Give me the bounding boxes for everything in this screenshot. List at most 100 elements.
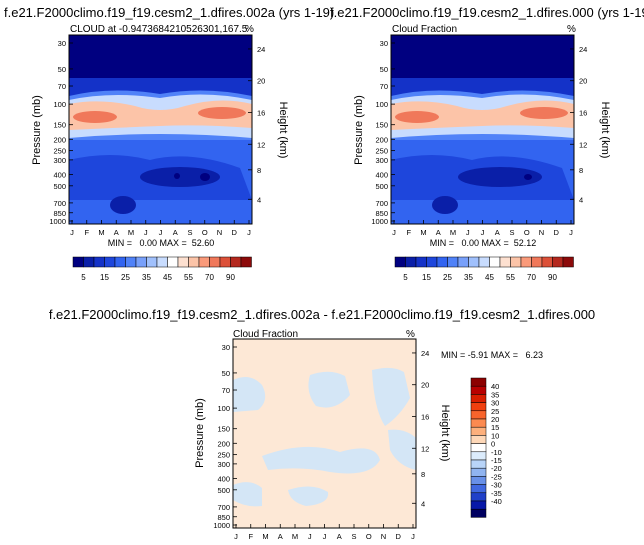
month-tick-label: A: [495, 228, 500, 237]
pressure-tick-label: 250: [53, 147, 66, 156]
month-tick-label: M: [128, 228, 134, 237]
pressure-tick-label: 30: [380, 39, 388, 48]
colorbar-label: 15: [491, 423, 499, 432]
pressure-tick-label: 70: [380, 82, 388, 91]
panel-1-title: f.e21.F2000climo.f19_f19.cesm2_1.dfires.…: [4, 5, 334, 20]
panel-2-title: f.e21.F2000climo.f19_f19.cesm2_1.dfires.…: [330, 5, 644, 20]
height-tick-label: 20: [579, 77, 587, 86]
colorbar-swatch: [489, 256, 501, 268]
colorbar-swatch: [499, 256, 511, 268]
panel-2-height-axis: 24 20 16 12 8 4: [570, 45, 587, 204]
colorbar-swatch: [510, 256, 522, 268]
colorbar-swatch: [415, 256, 427, 268]
pressure-tick-label: 300: [53, 156, 66, 165]
colorbar-label: -40: [491, 497, 502, 506]
pressure-tick-label: 50: [58, 65, 66, 74]
colorbar-label: 55: [506, 273, 515, 282]
month-tick-label: M: [98, 228, 104, 237]
pressure-tick-label: 850: [217, 513, 230, 522]
colorbar-label: -15: [491, 456, 502, 465]
panel-1-max-left: [73, 111, 117, 123]
panel-1-field: [69, 35, 252, 224]
pressure-tick-label: 1000: [213, 521, 230, 530]
panel-3-patch-upper-right: [372, 367, 410, 426]
month-tick-label: J: [466, 228, 470, 237]
month-tick-label: F: [248, 532, 253, 541]
colorbar-swatch: [541, 256, 553, 268]
colorbar-swatch: [470, 459, 487, 469]
colorbar-swatch: [470, 394, 487, 403]
colorbar-swatch: [219, 256, 231, 268]
colorbar-label: -30: [491, 481, 502, 490]
height-tick-label: 24: [257, 45, 265, 54]
panel-1-contour-c: [69, 100, 252, 130]
pressure-tick-label: 70: [222, 386, 230, 395]
colorbar-label: 25: [491, 407, 499, 416]
month-tick-label: S: [351, 532, 356, 541]
month-tick-label: A: [114, 228, 119, 237]
height-tick-label: 24: [579, 45, 587, 54]
height-tick-label: 8: [579, 166, 583, 175]
panel-3-patch-right-edge: [388, 429, 416, 470]
colorbar-swatch: [470, 508, 487, 518]
month-tick-label: J: [144, 228, 148, 237]
colorbar-label: -10: [491, 448, 502, 457]
colorbar-label: 55: [184, 273, 193, 282]
pressure-tick-label: 250: [375, 147, 388, 156]
month-tick-label: O: [202, 228, 208, 237]
colorbar-label: 30: [491, 399, 499, 408]
pressure-tick-label: 700: [53, 199, 66, 208]
panel-3-patch-bottom-left: [233, 482, 262, 507]
panel-2-subtitle-left: Cloud Fraction: [392, 24, 457, 35]
month-tick-label: F: [406, 228, 411, 237]
colorbar-swatch: [470, 451, 487, 461]
month-tick-label: F: [84, 228, 89, 237]
colorbar-label: 70: [527, 273, 536, 282]
month-tick-label: A: [436, 228, 441, 237]
height-tick-label: 16: [257, 108, 265, 117]
colorbar-swatch: [552, 256, 564, 268]
pressure-tick-label: 400: [375, 170, 388, 179]
panel-1-ylabel: Pressure (mb): [31, 95, 43, 165]
colorbar-swatch: [470, 385, 487, 395]
panel-3-subtitle-left: Cloud Fraction: [233, 329, 298, 340]
panel-1-ylabel-right: Height (km): [277, 102, 289, 159]
pressure-tick-label: 100: [217, 404, 230, 413]
colorbar-label: 25: [121, 273, 130, 282]
colorbar-swatch: [167, 256, 179, 268]
panel-2-colorbar: 5 15 25 35 45 55 70 90: [394, 256, 574, 282]
colorbar-swatch: [188, 256, 200, 268]
month-tick-label: A: [337, 532, 342, 541]
colorbar-swatch: [468, 256, 480, 268]
month-tick-label: J: [247, 228, 251, 237]
colorbar-swatch: [240, 256, 252, 268]
panel-1-dot-1: [174, 173, 180, 179]
colorbar-label: 15: [100, 273, 109, 282]
panel-2-ylabel-right: Height (km): [599, 102, 611, 159]
height-tick-label: 8: [257, 166, 261, 175]
panel-1-dark-core: [140, 167, 220, 187]
colorbar-label: 0: [491, 440, 495, 449]
month-tick-label: O: [366, 532, 372, 541]
height-tick-label: 16: [421, 412, 429, 421]
colorbar-swatch: [470, 492, 487, 502]
colorbar-swatch: [125, 256, 137, 268]
height-tick-label: 12: [579, 140, 587, 149]
colorbar-swatch: [177, 256, 189, 268]
colorbar-swatch: [146, 256, 158, 268]
month-tick-label: S: [509, 228, 514, 237]
panel-3-ylabel: Pressure (mb): [194, 398, 206, 468]
month-tick-label: N: [381, 532, 386, 541]
pressure-tick-label: 500: [217, 486, 230, 495]
colorbar-swatch: [562, 256, 574, 268]
month-tick-label: N: [539, 228, 544, 237]
month-tick-label: J: [159, 228, 163, 237]
panel-2-max-right: [520, 107, 568, 119]
colorbar-swatch: [198, 256, 210, 268]
height-tick-label: 12: [421, 444, 429, 453]
pressure-tick-label: 400: [217, 474, 230, 483]
